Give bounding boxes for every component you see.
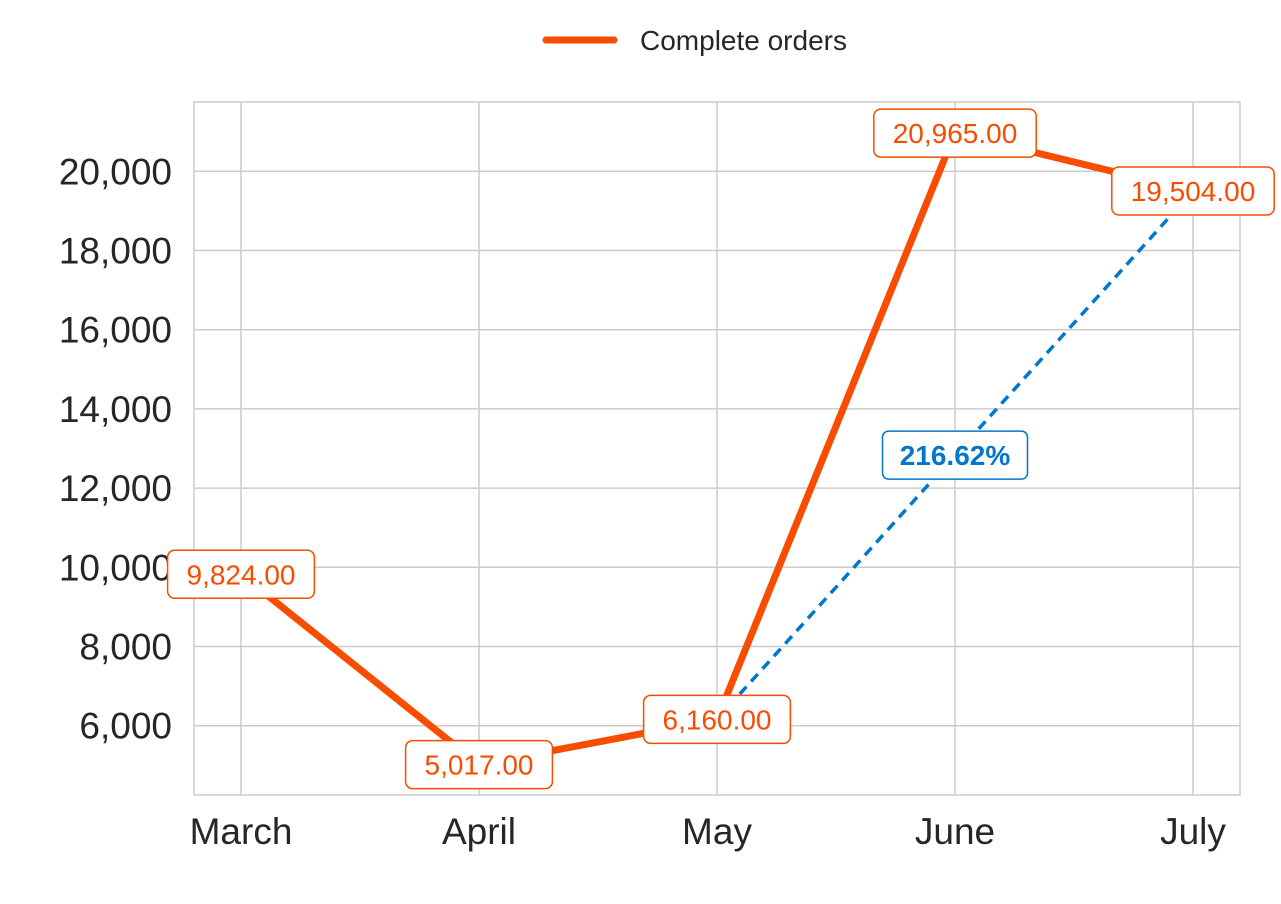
data-label: 5,017.00 bbox=[404, 739, 554, 790]
change-badge-label: 216.62% bbox=[900, 440, 1011, 471]
plot-frame bbox=[193, 101, 1241, 796]
x-tick-label: April bbox=[442, 811, 516, 852]
data-labels: 9,824.00 5,017.00 6,160.00 20,965.00 19,504.… bbox=[166, 108, 1275, 790]
change-annotation: 216.62% bbox=[715, 189, 1195, 721]
y-tick-label: 14,000 bbox=[59, 389, 172, 430]
data-label-box bbox=[873, 108, 1037, 158]
data-label-text: 6,160.00 bbox=[663, 704, 772, 735]
y-tick-label: 8,000 bbox=[79, 627, 172, 668]
x-tick-label: March bbox=[190, 811, 293, 852]
y-tick-label: 6,000 bbox=[79, 706, 172, 747]
change-badge bbox=[881, 430, 1029, 480]
data-label-text: 5,017.00 bbox=[425, 750, 534, 781]
grid-lines bbox=[194, 102, 1240, 795]
y-axis-tick-labels: 6,000 8,000 10,000 12,000 14,000 16,000 18,000… bbox=[59, 151, 172, 746]
legend-label-complete-orders: Complete orders bbox=[640, 25, 847, 56]
x-tick-label: May bbox=[682, 811, 752, 852]
data-label: 9,824.00 bbox=[166, 549, 316, 600]
x-tick-label: June bbox=[915, 811, 995, 852]
data-label-box bbox=[166, 549, 316, 600]
data-label-box bbox=[1111, 166, 1275, 216]
data-label-text: 9,824.00 bbox=[187, 559, 296, 590]
legend: Complete orders bbox=[542, 25, 847, 56]
y-tick-label: 10,000 bbox=[59, 547, 172, 588]
data-label-box bbox=[642, 694, 792, 745]
y-tick-label: 16,000 bbox=[59, 310, 172, 351]
data-label-text: 20,965.00 bbox=[893, 118, 1018, 149]
y-tick-label: 18,000 bbox=[59, 231, 172, 272]
data-label-box bbox=[404, 739, 554, 790]
y-tick-label: 12,000 bbox=[59, 468, 172, 509]
data-label: 20,965.00 bbox=[873, 108, 1037, 158]
y-tick-label: 20,000 bbox=[59, 151, 172, 192]
data-label: 6,160.00 bbox=[642, 694, 792, 745]
data-label: 19,504.00 bbox=[1111, 166, 1275, 216]
data-label-text: 19,504.00 bbox=[1131, 176, 1256, 207]
x-tick-label: July bbox=[1160, 811, 1226, 852]
x-axis-tick-labels: March April May June July bbox=[190, 811, 1227, 852]
